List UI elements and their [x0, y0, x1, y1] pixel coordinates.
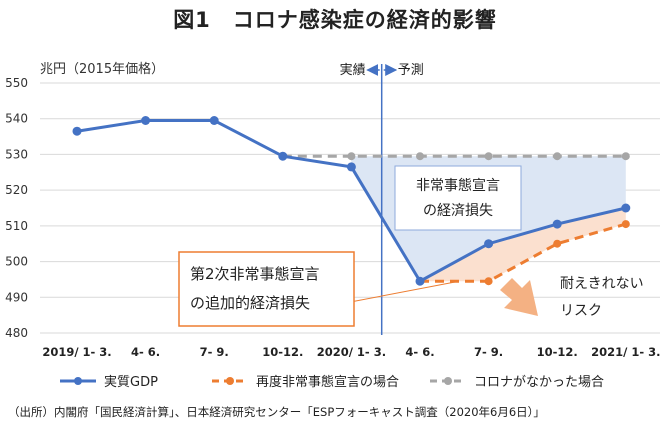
point-actual: [415, 276, 425, 286]
legend-item-reemergency-marker: [226, 377, 234, 385]
x-tick-label: 2019/ 1- 3.: [42, 345, 111, 359]
legend-item-actual-marker: [74, 377, 82, 385]
point-actual: [141, 116, 151, 125]
point-reemergency: [553, 239, 562, 248]
y-tick-label: 540: [5, 112, 28, 126]
annotation-risk-line1: 耐えきれない: [560, 276, 644, 292]
legend-item-actual-label: 実質GDP: [104, 374, 158, 390]
point-actual: [552, 219, 562, 229]
legend-item-nocorona-label: コロナがなかった場合: [474, 375, 604, 390]
point-actual: [278, 151, 288, 161]
point-nocorona: [621, 152, 630, 161]
series-line-reemergency: [420, 222, 627, 283]
y-tick-label: 480: [5, 326, 28, 340]
y-tick-label: 510: [5, 219, 28, 233]
point-nocorona: [553, 152, 562, 161]
point-nocorona: [484, 152, 493, 161]
y-tick-label: 500: [5, 255, 28, 269]
annotation-additional-loss-line2: の追加的経済損失: [190, 294, 310, 312]
point-actual: [621, 203, 631, 213]
point-nocorona: [416, 152, 424, 161]
point-nocorona: [347, 152, 356, 161]
divider-label-actual: 実績: [340, 62, 366, 78]
point-actual: [484, 239, 494, 249]
point-actual: [72, 126, 82, 136]
source-note: （出所）内閣府「国民経済計算」、日本経済研究センター「ESPフォーキャスト調査（…: [8, 405, 545, 419]
x-tick-label: 2020/ 1- 3.: [317, 345, 386, 359]
chart-title: 図1 コロナ感染症の経済的影響: [173, 8, 497, 32]
annotation-pointer-line: [339, 281, 456, 305]
annotation-risk-line2: リスク: [560, 303, 602, 319]
annotation-emergency-loss-line2: の経済損失: [423, 203, 493, 219]
annotation-emergency-loss-line1: 非常事態宣言: [416, 178, 500, 194]
x-tick-label: 10-12.: [262, 345, 303, 359]
loss-area-orange: [420, 208, 626, 282]
risk-arrow-icon: [500, 278, 538, 316]
point-actual: [346, 162, 356, 172]
x-tick-label: 10-12.: [537, 345, 578, 359]
y-tick-label: 490: [5, 290, 28, 304]
y-tick-label: 530: [5, 147, 28, 161]
y-tick-label: 520: [5, 183, 28, 197]
legend-item-nocorona-marker: [444, 377, 452, 385]
annotation-additional-loss-line1: 第2次非常事態宣言: [190, 265, 320, 283]
point-reemergency: [484, 277, 493, 286]
x-tick-label: 4- 6.: [131, 345, 160, 359]
divider-label-forecast: 予測: [398, 63, 424, 78]
x-tick-label: 7- 9.: [200, 345, 229, 359]
x-tick-label: 2021/ 1- 3.: [591, 345, 660, 359]
annotation-box-additional-loss: [178, 251, 355, 327]
point-actual: [209, 116, 219, 125]
x-tick-label: 4- 6.: [405, 345, 434, 359]
y-axis-label: 兆円（2015年価格）: [40, 61, 164, 77]
point-reemergency: [621, 220, 630, 229]
x-tick-label: 7- 9.: [474, 345, 503, 359]
y-tick-label: 550: [5, 76, 28, 90]
legend-item-reemergency-label: 再度非常事態宣言の場合: [256, 374, 399, 390]
annotation-box-emergency-loss: [394, 165, 522, 231]
